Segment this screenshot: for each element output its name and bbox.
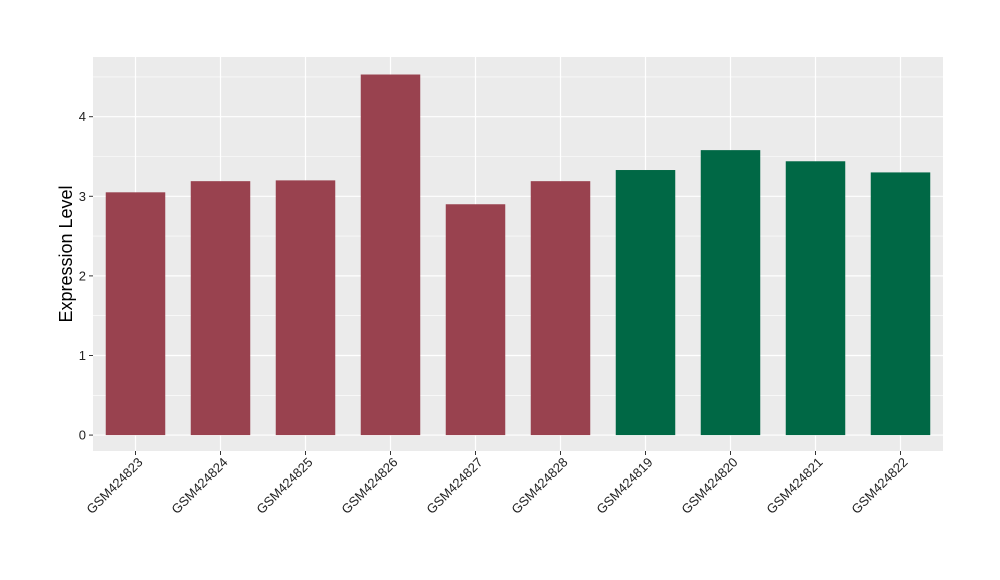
x-tick-label: GSM424821 [763,455,825,517]
x-tick-label: GSM424826 [338,455,400,517]
x-tick-label: GSM424822 [848,455,910,517]
bar [700,150,761,436]
x-tick-label: GSM424823 [83,455,145,517]
y-tick-label: 0 [79,428,86,443]
bar [275,180,336,436]
y-tick-label: 1 [79,348,86,363]
bar [105,192,166,436]
bars [105,74,931,436]
bar [870,172,931,436]
bar [360,74,421,436]
bar [190,181,251,436]
x-tick-label: GSM424820 [678,455,740,517]
x-axis: GSM424823 GSM424824 GSM424825 GSM424826 GSM4… [83,451,911,517]
x-tick-label: GSM424828 [508,455,570,517]
y-tick-label: 2 [79,268,86,283]
x-tick-label: GSM424825 [253,455,315,517]
y-axis: 0 1 2 3 4 [79,109,93,443]
bar [615,170,676,436]
x-tick-label: GSM424819 [593,455,655,517]
bar [785,161,846,436]
y-tick-label: 4 [79,109,86,124]
x-tick-label: GSM424824 [168,455,230,517]
bar [530,181,591,436]
bar [445,204,506,436]
y-tick-label: 3 [79,189,86,204]
x-tick-label: GSM424827 [423,455,485,517]
y-axis-title: Expression Level [56,185,76,322]
